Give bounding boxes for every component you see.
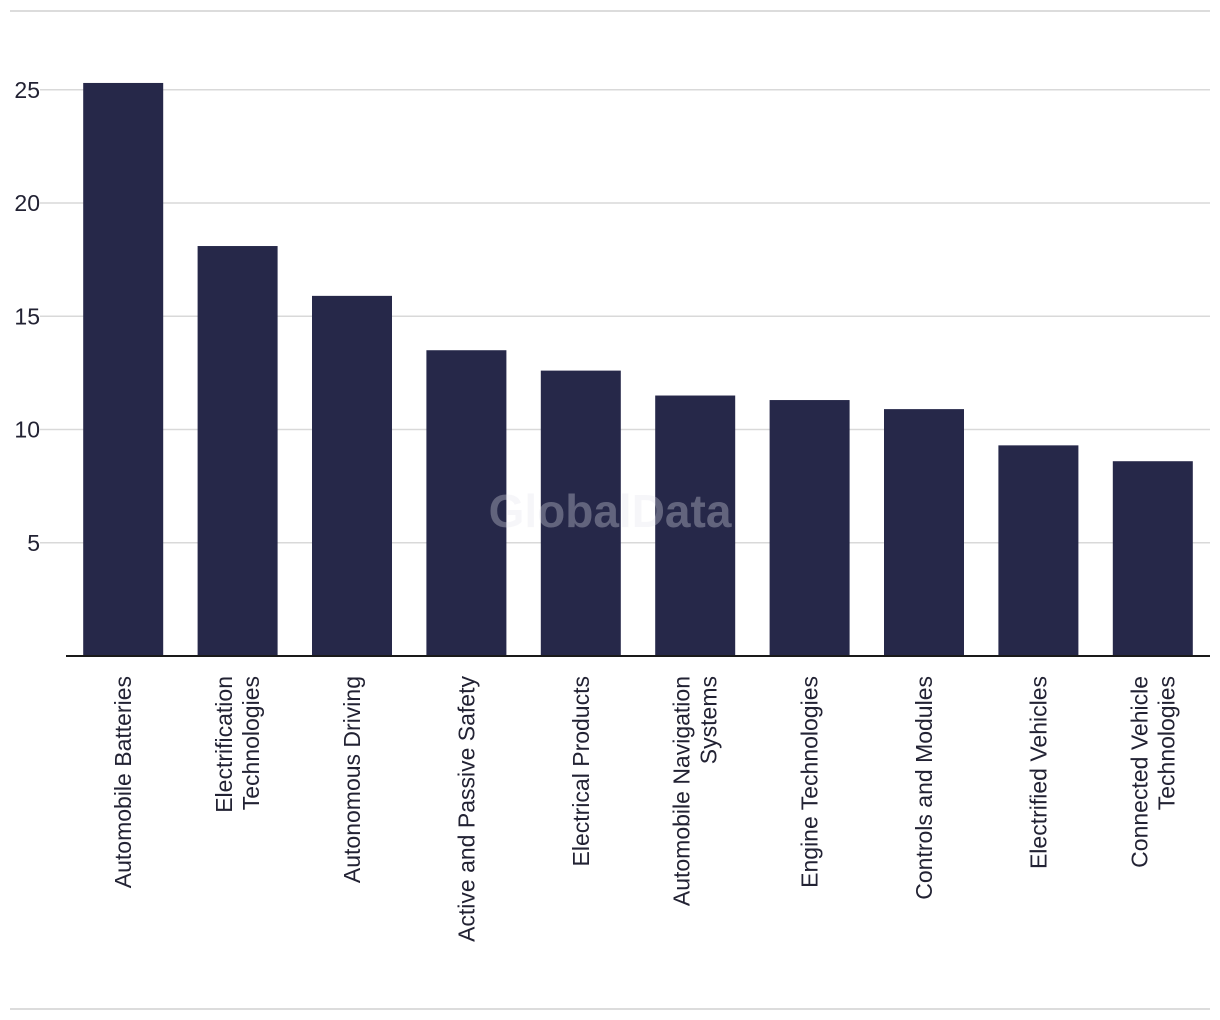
- bar: [655, 395, 736, 656]
- x-tick-label-line: Electrification: [211, 676, 237, 813]
- y-tick-label: 20: [14, 190, 40, 216]
- bar: [426, 350, 507, 656]
- x-tick-label-line: Connected Vehicle: [1126, 676, 1152, 868]
- bar: [769, 400, 850, 656]
- y-tick-label: 15: [14, 303, 40, 329]
- bar: [312, 295, 392, 656]
- x-tick-label: ElectrificationTechnologies: [211, 676, 264, 813]
- x-tick-label: Electrical Products: [568, 676, 594, 866]
- bar: [540, 370, 621, 656]
- x-tick-label: Automobile NavigationSystems: [669, 676, 722, 906]
- x-axis-category-labels: Automobile Batteries ElectrificationTechn…: [110, 676, 1179, 942]
- x-tick-label-line: Automobile Navigation: [669, 676, 695, 906]
- x-tick-label-line: Autonomous Driving: [339, 676, 365, 883]
- x-tick-label: Electrified Vehicles: [1025, 676, 1051, 869]
- x-tick-label: Autonomous Driving: [339, 676, 365, 883]
- y-tick-label: 5: [27, 530, 40, 556]
- x-tick-label-line: Electrical Products: [568, 676, 594, 866]
- y-axis-tick-labels: 5 10 15 20 25: [14, 77, 40, 556]
- bar: [197, 246, 278, 656]
- x-tick-label-line: Active and Passive Safety: [453, 676, 479, 942]
- y-tick-label: 10: [14, 417, 40, 443]
- x-tick-label-line: Engine Technologies: [797, 676, 823, 888]
- y-tick-label: 25: [14, 77, 40, 103]
- x-tick-label-line: Controls and Modules: [911, 676, 937, 900]
- bar: [998, 445, 1079, 656]
- x-tick-label-line: Technologies: [238, 676, 264, 810]
- x-tick-label: Engine Technologies: [797, 676, 823, 888]
- x-tick-label-line: Systems: [696, 676, 722, 764]
- bar: [1112, 461, 1193, 656]
- watermark-logo: GlobalData: [489, 485, 732, 537]
- x-tick-label-line: Automobile Batteries: [110, 676, 136, 888]
- x-tick-label: Connected VehicleTechnologies: [1126, 676, 1179, 868]
- x-tick-label-line: Electrified Vehicles: [1025, 676, 1051, 869]
- x-tick-label: Active and Passive Safety: [453, 676, 479, 942]
- x-tick-label: Controls and Modules: [911, 676, 937, 900]
- x-tick-label-line: Technologies: [1153, 676, 1179, 810]
- bar: [884, 409, 964, 656]
- x-tick-label: Automobile Batteries: [110, 676, 136, 888]
- bars: [83, 82, 1193, 656]
- bar: [83, 82, 164, 656]
